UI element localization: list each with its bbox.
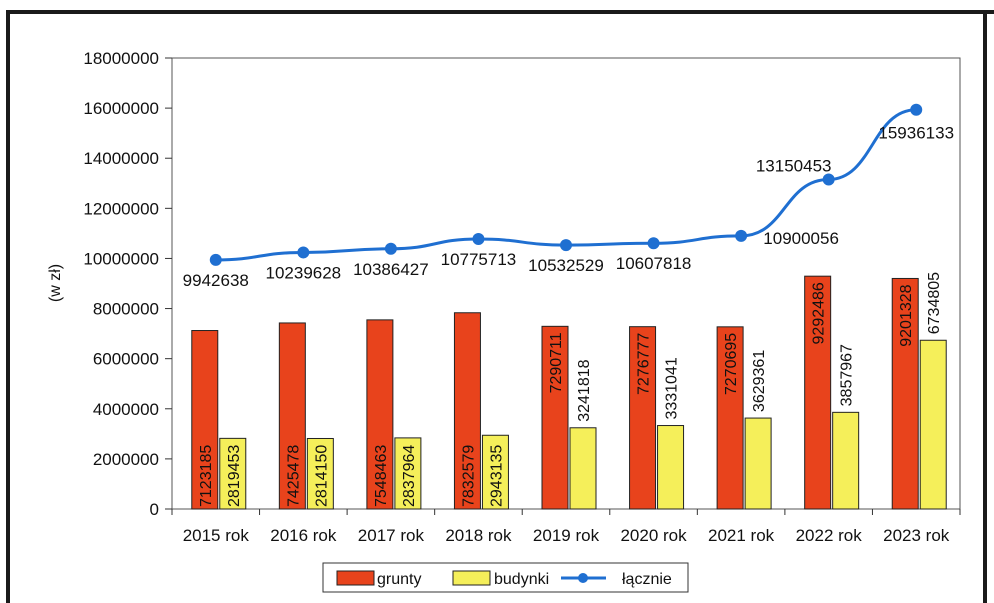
data-label-budynki: 2943135 — [488, 445, 505, 507]
bar-budynki — [394, 437, 422, 510]
bar-grunty — [366, 319, 394, 510]
bar-budynki — [744, 417, 772, 510]
data-label-grunty: 9292486 — [811, 282, 828, 344]
data-label-budynki: 2837964 — [401, 445, 418, 507]
bar-budynki — [569, 427, 597, 510]
data-label-łącznie: 10386427 — [353, 260, 429, 279]
data-label-łącznie: 10607818 — [616, 254, 692, 273]
y-axis: 0 2000000 4000000 6000000 8000000 10000000 120… — [83, 49, 172, 519]
x-tick-label: 2019 rok — [533, 526, 600, 545]
y-tick-label: 4000000 — [93, 400, 159, 419]
bar-budynki — [657, 425, 685, 510]
y-tick-label: 0 — [150, 500, 159, 519]
data-label-grunty: 7290711 — [548, 332, 565, 393]
data-label-budynki: 2814150 — [313, 445, 330, 507]
y-tick-label: 18000000 — [83, 49, 159, 68]
x-tick-label: 2016 rok — [270, 526, 337, 545]
line-łącznie — [215, 108, 917, 262]
bar-grunty — [891, 277, 919, 510]
y-tick-label: 6000000 — [93, 350, 159, 369]
data-label-grunty: 7270695 — [723, 333, 740, 395]
x-tick-label: 2018 rok — [445, 526, 512, 545]
y-tick-label: 14000000 — [83, 149, 159, 168]
data-label-łącznie: 10775713 — [441, 250, 517, 269]
bar-budynki — [481, 434, 509, 510]
legend-marker-lacznie — [578, 573, 588, 583]
point-łącznie — [297, 246, 310, 259]
data-label-łącznie: 10239628 — [266, 263, 342, 282]
bar-grunty — [191, 330, 219, 510]
data-label-łącznie: 9942638 — [183, 271, 249, 290]
data-label-budynki: 6734805 — [926, 272, 943, 334]
x-axis: 2015 rok 2016 rok 2017 rok 2018 rok 2019 rok… — [171, 509, 961, 545]
x-tick-label: 2020 rok — [620, 526, 687, 545]
data-label-budynki: 3331041 — [664, 357, 681, 419]
legend: grunty budynki łącznie — [322, 562, 689, 593]
y-tick-label: 8000000 — [93, 300, 159, 319]
y-tick-label: 16000000 — [83, 99, 159, 118]
data-label-łącznie: 15936133 — [878, 124, 954, 143]
data-label-grunty: 7425478 — [285, 445, 302, 507]
bar-grunty — [453, 312, 481, 510]
legend-box — [322, 562, 689, 593]
total-line-series — [209, 103, 923, 266]
legend-swatch-grunty — [336, 570, 375, 586]
legend-label-budynki: budynki — [494, 571, 549, 588]
data-label-łącznie: 10532529 — [528, 256, 604, 275]
point-łącznie — [209, 253, 222, 266]
point-łącznie — [560, 239, 572, 252]
data-label-grunty: 7123185 — [198, 445, 215, 507]
data-label-budynki: 3629361 — [751, 350, 768, 412]
bar-grunty — [541, 325, 569, 510]
data-label-grunty: 7276777 — [636, 333, 653, 395]
x-tick-label: 2017 rok — [358, 526, 425, 545]
x-tick-label: 2021 rok — [708, 526, 775, 545]
legend-label-lacznie: łącznie — [622, 571, 672, 588]
data-label-łącznie: 10900056 — [763, 229, 839, 248]
bars — [191, 275, 947, 510]
data-label-łącznie: 13150453 — [756, 157, 832, 176]
point-łącznie — [910, 103, 923, 116]
legend-swatch-budynki — [452, 570, 491, 586]
data-label-grunty: 7548463 — [373, 445, 390, 507]
bar-budynki — [919, 339, 947, 510]
point-łącznie — [735, 229, 748, 242]
data-label-budynki: 3241818 — [576, 359, 593, 421]
point-łącznie — [472, 233, 485, 246]
bar-budynki — [219, 437, 247, 510]
bar-budynki — [306, 437, 334, 510]
data-labels: 7123185 7425478 7548463 7832579 7290711 72767… — [183, 124, 954, 507]
y-tick-label: 10000000 — [83, 249, 159, 268]
data-label-grunty: 7832579 — [460, 445, 477, 507]
y-tick-label: 12000000 — [83, 199, 159, 218]
point-łącznie — [384, 242, 397, 255]
point-łącznie — [822, 173, 835, 186]
bar-budynki — [832, 411, 860, 510]
x-tick-label: 2023 rok — [883, 526, 950, 545]
x-tick-label: 2022 rok — [796, 526, 863, 545]
data-label-budynki: 3857967 — [839, 344, 856, 406]
data-label-grunty: 9201328 — [898, 284, 915, 346]
x-tick-label: 2015 rok — [183, 526, 250, 545]
legend-label-grunty: grunty — [377, 571, 421, 588]
y-axis-label: (w zł) — [47, 264, 64, 302]
data-label-budynki: 2819453 — [226, 445, 243, 507]
y-tick-label: 2000000 — [93, 450, 159, 469]
bar-grunty — [629, 326, 657, 510]
bar-grunty — [804, 275, 832, 510]
bar-grunty — [716, 326, 744, 510]
point-łącznie — [647, 237, 660, 250]
bar-grunty — [278, 322, 306, 510]
